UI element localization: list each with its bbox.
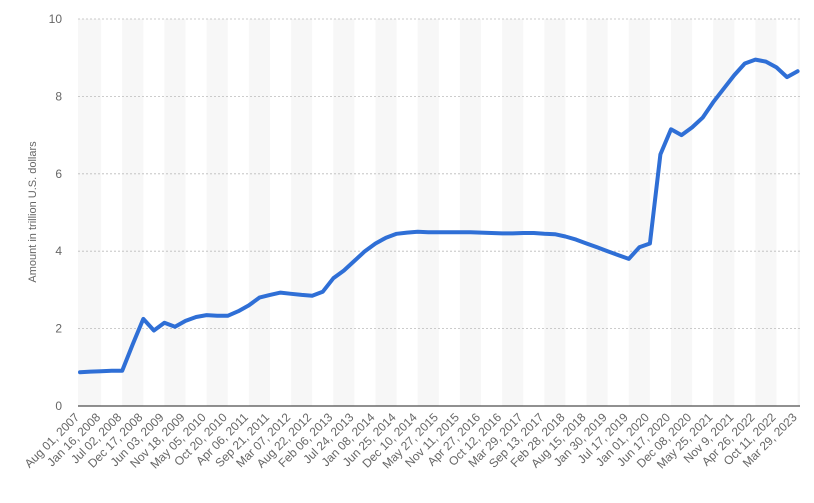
- stripe: [206, 19, 228, 406]
- y-tick-label: 2: [55, 322, 62, 336]
- stripe: [797, 19, 800, 406]
- stripe: [248, 19, 270, 406]
- stripe: [164, 19, 186, 406]
- y-tick-label: 4: [55, 244, 62, 258]
- stripe: [417, 19, 439, 406]
- y-tick-label: 10: [49, 12, 63, 26]
- y-tick-label: 6: [55, 167, 62, 181]
- stripe: [670, 19, 693, 406]
- stripe: [459, 19, 482, 406]
- data-line: [78, 57, 800, 375]
- stripe: [291, 19, 313, 406]
- stripe: [502, 19, 524, 406]
- stripe: [375, 19, 397, 406]
- stripe: [713, 19, 735, 406]
- stripe: [586, 19, 608, 406]
- stripe: [333, 19, 355, 406]
- stripe: [122, 19, 144, 406]
- y-axis-label: Amount in trillion U.S. dollars: [27, 141, 39, 283]
- stripe: [755, 19, 777, 406]
- stripe: [544, 19, 566, 406]
- stripe: [78, 19, 102, 406]
- y-tick-label: 0: [55, 399, 62, 413]
- stripe: [628, 19, 650, 406]
- y-tick-label: 8: [55, 89, 62, 103]
